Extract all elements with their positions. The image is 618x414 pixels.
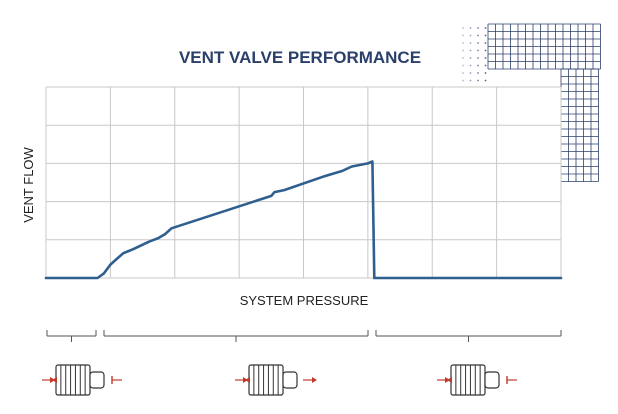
decor-dot	[477, 34, 479, 37]
decor-dot	[484, 49, 487, 52]
valve-venting-icon	[235, 364, 317, 396]
decor-dot	[477, 79, 479, 82]
inlet-arrow-head	[243, 377, 248, 383]
decor-dot	[477, 57, 479, 59]
inlet-arrow-head	[50, 377, 55, 383]
valve-stem	[484, 371, 500, 389]
chart-title: VENT VALVE PERFORMANCE	[179, 48, 421, 67]
phase-bracket	[375, 330, 562, 342]
decor-dot	[484, 72, 487, 74]
decor-dot	[477, 27, 479, 29]
plot-area	[44, 86, 563, 280]
decor-dot	[484, 42, 487, 44]
decor-dot	[477, 42, 479, 44]
x-axis-label: SYSTEM PRESSURE	[240, 293, 369, 308]
valve-stem	[89, 371, 105, 389]
decor-dot	[469, 64, 472, 67]
decor-dot	[469, 79, 472, 82]
decor-dot	[484, 34, 487, 37]
decor-dot	[484, 27, 487, 29]
decor-dot	[469, 72, 472, 74]
decor-dot	[469, 49, 472, 52]
series-line	[44, 160, 563, 280]
phase-brackets	[46, 330, 562, 342]
decor-dot	[469, 34, 472, 37]
decor-dot	[484, 57, 487, 59]
outlet-arrow-head	[312, 377, 317, 383]
decor-dot	[462, 34, 464, 37]
decor-dot	[477, 72, 479, 74]
phase-bracket	[103, 330, 369, 342]
inlet-arrow-head	[445, 377, 450, 383]
decor-dot	[462, 64, 464, 67]
decor-dot	[462, 79, 464, 82]
decor-dot	[462, 72, 464, 74]
decor-dot	[477, 64, 479, 67]
valve-closed-icon	[42, 364, 122, 396]
decor-dot	[469, 42, 472, 44]
phase-bracket	[46, 330, 97, 342]
valve-state-icons	[42, 364, 517, 396]
grid-pattern-decoration	[462, 23, 601, 182]
decor-dot	[477, 49, 479, 52]
decor-dot	[469, 27, 472, 29]
decor-dot	[484, 64, 487, 67]
valve-reseated-icon	[437, 364, 517, 396]
decor-dot	[462, 57, 464, 59]
valve-stem	[282, 371, 298, 389]
decor-dot	[462, 49, 464, 52]
y-axis-label: VENT FLOW	[21, 146, 36, 222]
decor-dot	[462, 27, 464, 29]
decor-dot	[469, 57, 472, 59]
decor-dot	[484, 79, 487, 82]
decor-dot	[462, 42, 464, 44]
